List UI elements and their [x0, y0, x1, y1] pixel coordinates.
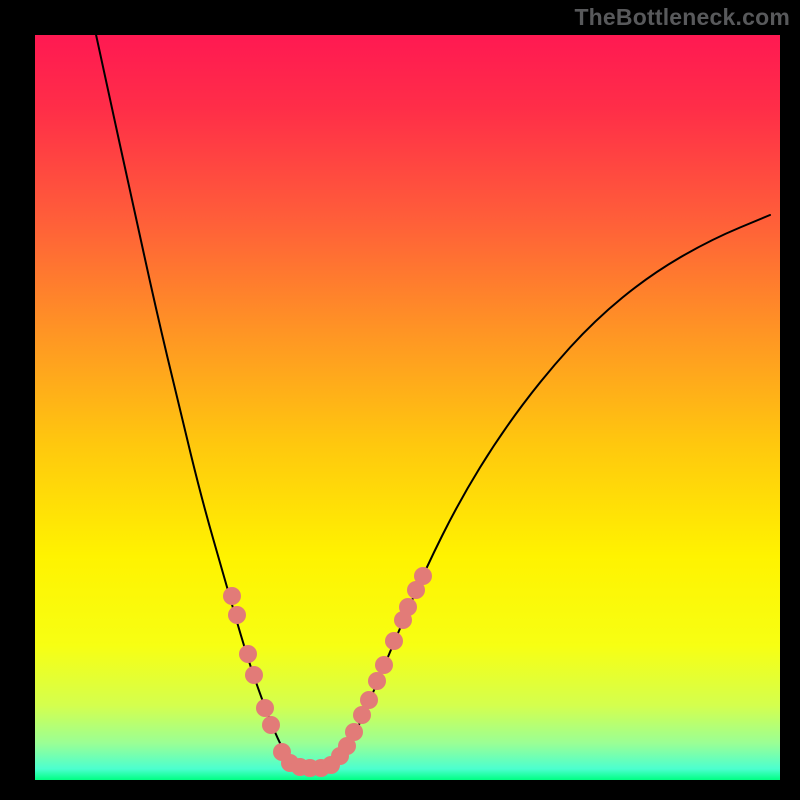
plot-area — [35, 35, 780, 780]
data-marker — [368, 672, 386, 690]
data-marker — [228, 606, 246, 624]
data-marker — [375, 656, 393, 674]
data-marker — [345, 723, 363, 741]
data-marker — [414, 567, 432, 585]
data-marker — [256, 699, 274, 717]
data-marker — [360, 691, 378, 709]
data-marker — [385, 632, 403, 650]
data-marker — [262, 716, 280, 734]
watermark-text: TheBottleneck.com — [574, 4, 790, 31]
data-marker — [399, 598, 417, 616]
data-marker — [239, 645, 257, 663]
chart-container: TheBottleneck.com — [0, 0, 800, 800]
data-marker — [223, 587, 241, 605]
chart-svg — [0, 0, 800, 800]
data-marker — [245, 666, 263, 684]
